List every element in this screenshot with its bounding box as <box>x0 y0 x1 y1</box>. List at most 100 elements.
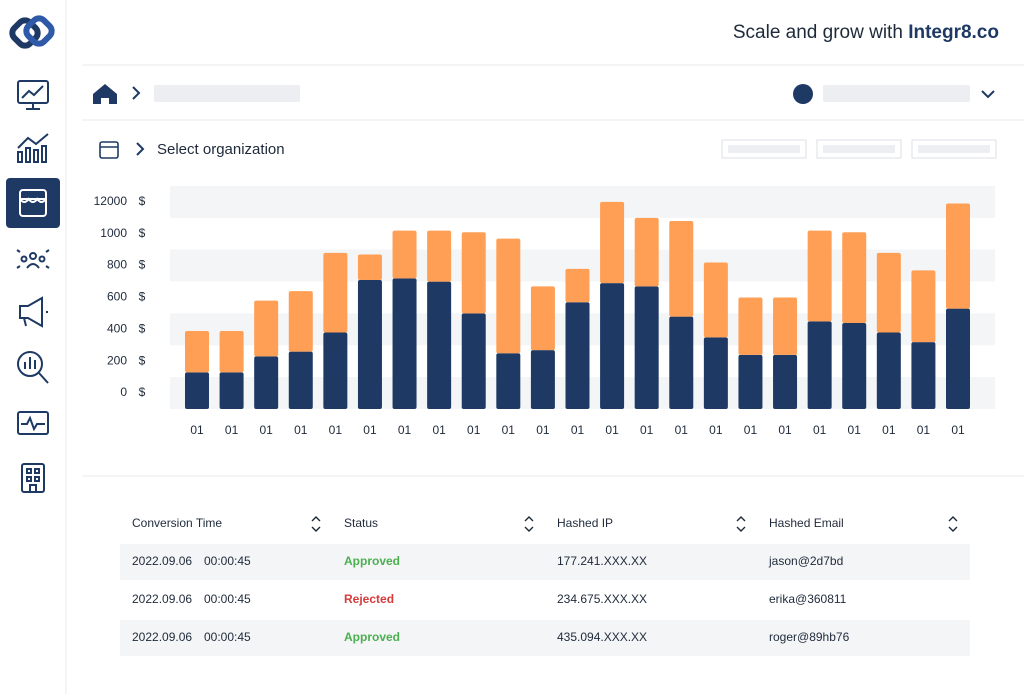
x-tick-label: 01 <box>605 423 619 437</box>
column-header: Status <box>344 516 378 530</box>
cell-ip: 234.675.XXX.XX <box>557 592 647 606</box>
sort-toggle[interactable] <box>736 516 746 532</box>
y-tick-unit: $ <box>139 194 146 208</box>
breadcrumb-label[interactable]: Select organization <box>157 141 285 158</box>
x-tick-label: 01 <box>398 423 412 437</box>
x-tick-label: 01 <box>502 423 516 437</box>
x-tick-label: 01 <box>432 423 446 437</box>
chevron <box>136 142 145 156</box>
x-tick-label: 01 <box>848 423 862 437</box>
cell-status: Approved <box>344 630 400 644</box>
bar-segment <box>807 321 832 409</box>
y-tick-label: 400 <box>107 321 127 335</box>
row-background <box>120 544 970 580</box>
bar-segment <box>703 262 728 338</box>
nav-monitor[interactable] <box>17 411 49 435</box>
nav-store-icon <box>19 189 47 217</box>
cell-date: 2022.09.06 <box>132 592 192 606</box>
bar-segment <box>323 332 348 409</box>
placeholder <box>728 145 800 153</box>
y-tick-label: 0 <box>120 385 127 399</box>
y-tick-label: 600 <box>107 290 127 304</box>
x-tick-label: 01 <box>744 423 758 437</box>
sort-toggle[interactable] <box>311 516 321 532</box>
filter-buttons <box>721 139 997 159</box>
x-tick-label: 01 <box>675 423 689 437</box>
cell-time: 00:00:45 <box>204 592 251 606</box>
x-tick-label: 01 <box>640 423 654 437</box>
bar-segment <box>254 300 279 357</box>
bar-segment <box>634 286 659 409</box>
nav-campaigns[interactable] <box>19 296 48 328</box>
grid-band <box>170 185 995 218</box>
x-tick-label: 01 <box>917 423 931 437</box>
nav-reports[interactable] <box>17 351 49 384</box>
bar-segment <box>600 201 625 284</box>
bar-segment <box>565 268 590 303</box>
x-tick-label: 01 <box>709 423 723 437</box>
store-icon <box>99 141 119 159</box>
bar-segment <box>876 252 901 333</box>
y-tick-unit: $ <box>139 290 146 304</box>
y-tick-unit: $ <box>139 353 146 367</box>
x-tick-label: 01 <box>536 423 550 437</box>
home-icon[interactable] <box>93 84 117 104</box>
cell-date: 2022.09.06 <box>132 554 192 568</box>
bar-segment <box>946 203 971 309</box>
nav-dashboard[interactable] <box>17 80 49 110</box>
column-header: Hashed Email <box>769 516 844 530</box>
x-tick-label: 01 <box>951 423 965 437</box>
x-tick-label: 01 <box>259 423 273 437</box>
nav-store-active[interactable] <box>6 178 60 228</box>
bar-segment <box>496 238 521 354</box>
cell-email: erika@360811 <box>769 592 847 606</box>
row-background <box>120 620 970 656</box>
bar-segment <box>669 316 694 409</box>
bar-segment <box>357 279 382 409</box>
bar-segment <box>842 232 867 323</box>
bar-segment <box>738 354 763 409</box>
nav-organization[interactable] <box>21 463 45 493</box>
y-tick-unit: $ <box>139 321 146 335</box>
x-tick-label: 01 <box>363 423 377 437</box>
bar-segment <box>911 270 936 343</box>
x-tick-label: 01 <box>294 423 308 437</box>
bar-segment <box>184 330 209 373</box>
bar-segment <box>288 351 313 409</box>
column-header: Hashed IP <box>557 516 613 530</box>
bar-segment <box>219 372 244 409</box>
y-tick-label: 800 <box>107 258 127 272</box>
header-tagline: Scale and grow with Integr8.co <box>733 22 999 43</box>
cell-time: 00:00:45 <box>204 554 251 568</box>
nav-analytics[interactable] <box>17 133 49 163</box>
x-tick-label: 01 <box>467 423 481 437</box>
bar-segment <box>427 281 452 409</box>
bar-segment <box>461 232 486 314</box>
avatar[interactable] <box>793 84 813 104</box>
placeholder <box>823 85 970 102</box>
dropdown-toggle[interactable] <box>981 90 995 99</box>
bar-segment <box>773 354 798 409</box>
sort-toggle[interactable] <box>524 516 534 532</box>
bar-segment <box>773 297 798 355</box>
bar-segment <box>461 313 486 409</box>
bar-segment <box>219 330 244 373</box>
bar-segment <box>669 221 694 317</box>
chevron <box>132 86 141 100</box>
cell-ip: 177.241.XXX.XX <box>557 554 647 568</box>
sort-toggle[interactable] <box>948 516 958 532</box>
cell-date: 2022.09.06 <box>132 630 192 644</box>
cell-status: Rejected <box>344 592 394 606</box>
x-tick-label: 01 <box>882 423 896 437</box>
bar-segment <box>427 230 452 282</box>
nav-audience[interactable] <box>16 249 50 269</box>
column-header: Conversion Time <box>132 516 222 530</box>
bar-segment <box>807 230 832 322</box>
bar-segment <box>634 217 659 287</box>
bar-segment <box>530 286 555 351</box>
cell-ip: 435.094.XXX.XX <box>557 630 647 644</box>
bar-segment <box>738 297 763 355</box>
bar-segment <box>288 291 313 352</box>
